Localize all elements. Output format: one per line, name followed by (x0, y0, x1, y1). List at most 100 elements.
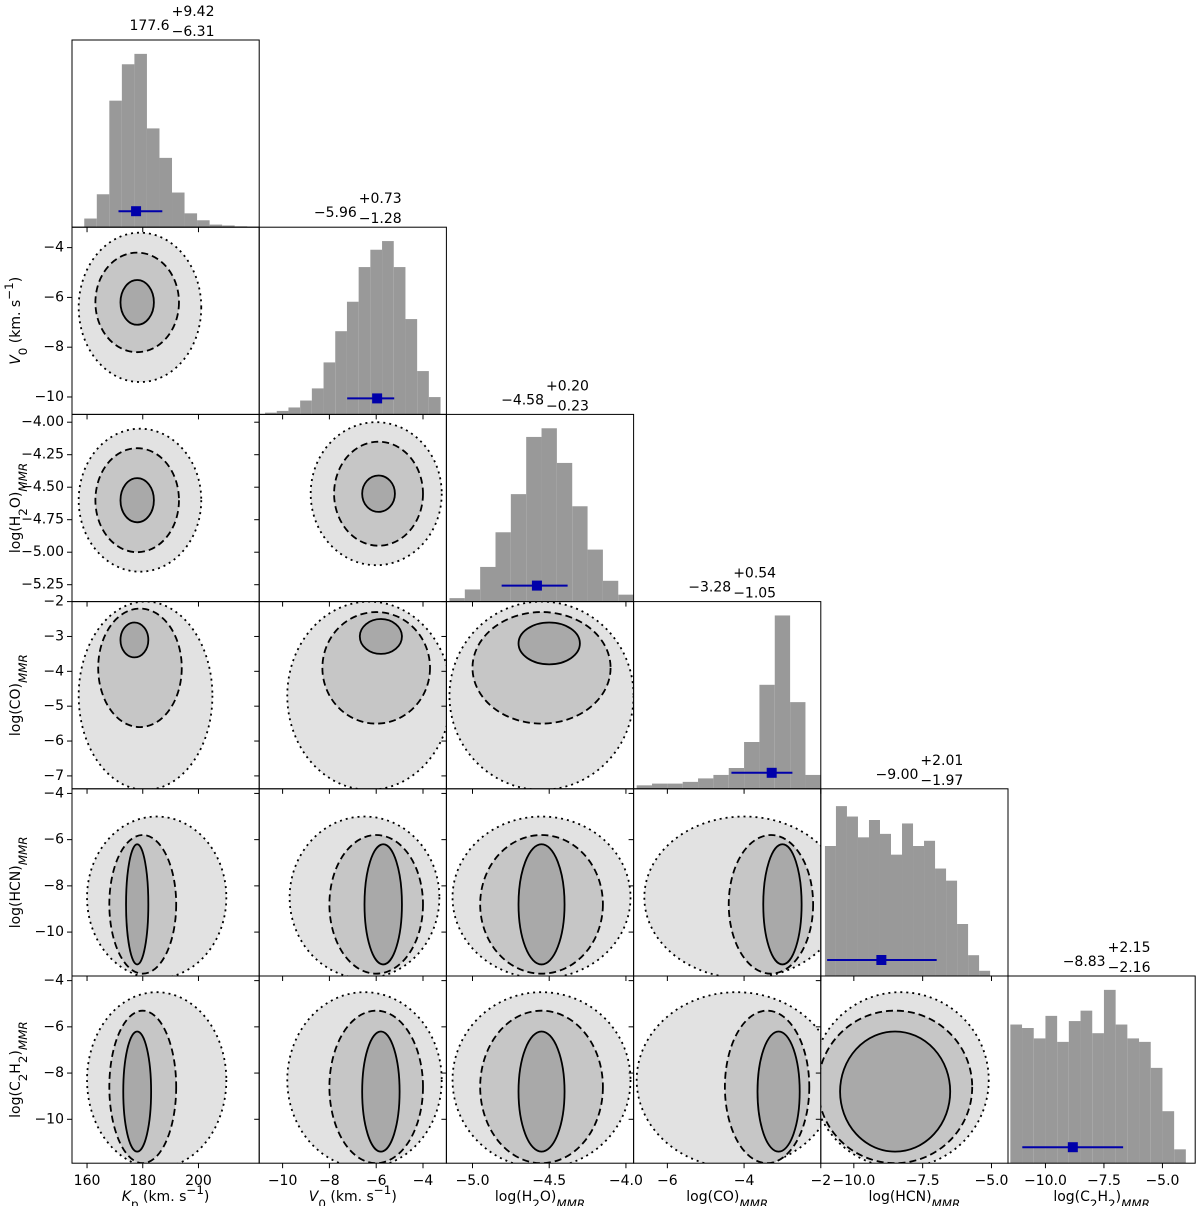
hist-bar (924, 840, 936, 976)
title-median: −5.96 (314, 205, 357, 221)
label-part: MMR (556, 1197, 585, 1206)
label-part: H (1098, 1189, 1109, 1205)
label-part: O) (540, 1189, 556, 1205)
y-tick-label: −2 (43, 594, 64, 610)
hist-bar (857, 837, 869, 976)
hist-bar (541, 428, 557, 602)
hist-bar (84, 218, 97, 228)
hist-bar (846, 816, 858, 976)
hist-bar (146, 128, 160, 228)
panel (288, 815, 441, 976)
hist-bar (835, 806, 847, 976)
contour (762, 843, 803, 966)
hist-bar (682, 781, 699, 789)
y-tick-label: −5 (43, 698, 64, 714)
hist-bar (159, 157, 173, 228)
x-tick-label: −10.0 (1024, 1173, 1067, 1189)
contour (358, 618, 403, 655)
hist-bar (1022, 1028, 1034, 1164)
label-part: MMR (16, 654, 30, 683)
label-part: V (309, 1189, 320, 1205)
hist-bar (346, 301, 359, 415)
y-tick-label: −10 (34, 389, 64, 405)
hist-bar (1010, 1024, 1023, 1164)
title-minus: −1.97 (920, 773, 963, 789)
median-marker (876, 955, 887, 965)
panel (636, 615, 821, 789)
hist-bar (134, 53, 147, 228)
x-tick-label: −7.5 (1087, 1173, 1121, 1189)
hist-bar (935, 868, 947, 976)
title-plus: +2.15 (1108, 940, 1151, 956)
hist-bar (172, 192, 185, 228)
hist-bar (1068, 1021, 1081, 1164)
title-plus: +2.01 (920, 753, 963, 769)
title-minus: −6.31 (172, 24, 215, 40)
x-tick-label: 200 (185, 1173, 212, 1189)
hist-bar (713, 774, 729, 789)
panel (77, 601, 214, 789)
hist-bar (728, 768, 745, 789)
median-marker (1067, 1142, 1078, 1153)
y-tick-label: −5.00 (21, 544, 64, 560)
panel (643, 815, 821, 976)
median-marker (766, 767, 777, 778)
x-axis-label: log(HCN)MMR (868, 1189, 960, 1206)
hist-bar (197, 220, 210, 228)
x-tick-label: −7.5 (906, 1173, 940, 1189)
contour (119, 621, 150, 659)
title-median: 177.6 (130, 18, 170, 34)
hist-bar (109, 100, 122, 228)
hist-bar (572, 506, 588, 602)
hist-bar (265, 412, 277, 415)
hist-bar (222, 225, 235, 228)
hist-bar (121, 64, 135, 228)
hist-bar (449, 598, 465, 602)
panel (448, 601, 634, 789)
label-part: ) (8, 277, 24, 282)
hist-bar (774, 615, 791, 789)
hist-bar (276, 410, 289, 415)
title-minus: −0.23 (546, 398, 589, 414)
title-median: −4.58 (501, 392, 544, 408)
hist-bar (1092, 1033, 1104, 1164)
hist-bar (636, 785, 653, 789)
contour (517, 621, 581, 666)
panel (451, 991, 632, 1164)
hist-bar (759, 684, 775, 789)
label-part: log(H (8, 516, 24, 553)
hist-bar (1162, 1111, 1175, 1164)
label-part: log(CO) (8, 683, 24, 736)
contour (517, 1030, 566, 1153)
hist-bar (510, 494, 527, 602)
label-part: 0 (16, 348, 30, 356)
label-part: −1 (2, 282, 16, 300)
y-axis-label: log(HCN)MMR (8, 836, 30, 928)
x-tick-label: −8 (319, 1173, 340, 1189)
hist-bar (526, 436, 542, 602)
title-minus: −1.28 (359, 211, 402, 227)
label-part: ) (8, 1050, 24, 1055)
label-part: K (122, 1189, 133, 1205)
label-part: p (131, 1197, 139, 1206)
panel (86, 815, 228, 976)
x-tick-label: −4.5 (532, 1173, 566, 1189)
hist-bar (902, 823, 914, 976)
x-tick-label: −6 (657, 1173, 678, 1189)
y-tick-label: −4.75 (21, 512, 64, 528)
y-tick-label: −4 (43, 663, 64, 679)
label-part: 2 (16, 508, 30, 516)
hist-bar (288, 407, 301, 415)
label-part: log(HCN) (868, 1189, 931, 1205)
x-axis-label: log(H2O)MMR (495, 1189, 585, 1206)
x-axis-label: Kp (km. s−1) (122, 1183, 210, 1206)
x-tick-label: −4 (734, 1173, 755, 1189)
y-tick-label: −4 (43, 785, 64, 801)
label-part: log(C (8, 1081, 24, 1118)
y-tick-label: −5.25 (21, 577, 64, 593)
x-tick-label: −4.0 (609, 1173, 643, 1189)
hist-bar (1174, 1149, 1186, 1164)
x-tick-label: 180 (129, 1173, 156, 1189)
x-tick-label: −10 (268, 1173, 298, 1189)
hist-bar (587, 549, 603, 602)
